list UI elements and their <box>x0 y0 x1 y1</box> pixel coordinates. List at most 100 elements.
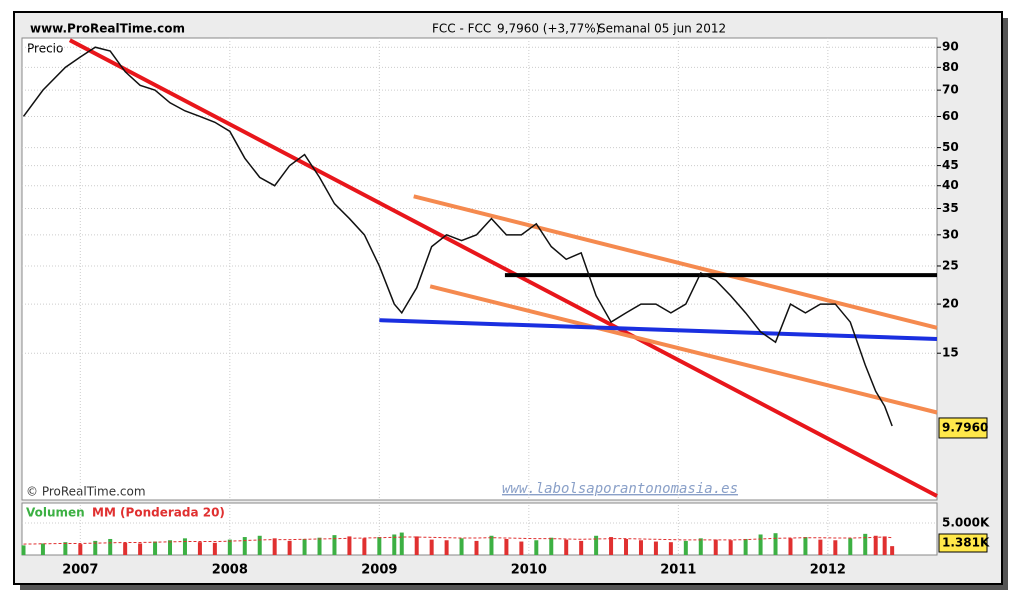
volume-bar <box>40 543 45 555</box>
volume-bar <box>332 535 337 555</box>
volume-bar <box>489 535 494 555</box>
volume-bar <box>153 541 158 555</box>
volume-bar <box>21 545 26 555</box>
site: www.ProRealTime.com <box>30 22 185 36</box>
y-tick-label: 50 <box>942 140 959 154</box>
volume-bar <box>534 540 539 555</box>
volume-bar <box>392 534 397 555</box>
volume-bar <box>882 536 887 555</box>
volume-bar <box>317 537 322 555</box>
volume-bar <box>519 541 524 555</box>
volume-bar <box>197 542 202 555</box>
volume-bar <box>594 535 599 555</box>
panel-label: Precio <box>27 42 63 56</box>
x-tick-label: 2012 <box>810 563 846 578</box>
volume-bar <box>698 538 703 555</box>
volume-bar <box>63 542 68 555</box>
volume-bar <box>474 540 479 555</box>
volume-bar <box>272 538 277 555</box>
volume-bar <box>108 538 113 555</box>
volume-bar <box>624 538 629 555</box>
trendline <box>379 318 938 342</box>
volume-bar <box>728 540 733 555</box>
x-tick-label: 2011 <box>660 563 696 578</box>
ma-label: MM (Ponderada 20) <box>92 506 225 520</box>
volume-bar <box>803 537 808 555</box>
volume-bar <box>564 539 569 555</box>
last-value-label: 9.7960 <box>942 420 988 434</box>
volume-panel <box>21 502 938 556</box>
volume-bar <box>302 538 307 555</box>
volume-bar <box>93 540 98 555</box>
volume-bar <box>848 538 853 555</box>
volume-bar <box>414 536 419 555</box>
y-tick-label: 45 <box>942 158 959 172</box>
volume-bar <box>168 540 173 555</box>
volume-bar <box>873 535 878 555</box>
volume-bar <box>377 537 382 555</box>
y-tick-label: 40 <box>942 178 959 192</box>
price-panel <box>21 37 938 501</box>
period: Semanal 05 jun 2012 <box>598 22 726 36</box>
trendline <box>429 284 938 415</box>
title: FCC - FCC <box>432 22 491 36</box>
volume-bar <box>444 540 449 555</box>
trendline <box>68 38 938 498</box>
volume-bar <box>863 533 868 555</box>
volume-bar <box>743 538 748 555</box>
volume-bar <box>138 543 143 555</box>
volume-bar <box>758 534 763 555</box>
volume-bar <box>242 537 247 555</box>
y-tick-label: 20 <box>942 297 959 311</box>
y-tick-label: 30 <box>942 227 959 241</box>
ma-line <box>23 536 893 545</box>
x-tick-label: 2010 <box>511 563 547 578</box>
volume-bar <box>257 535 262 555</box>
volume-bar <box>227 539 232 555</box>
volume-bar <box>773 533 778 555</box>
trendline <box>413 194 938 330</box>
last-value-box <box>938 417 988 439</box>
y-tick-label: 35 <box>942 201 959 215</box>
volume-bar <box>504 538 509 555</box>
volume-bar <box>287 540 292 555</box>
volume-bar <box>459 538 464 555</box>
volume-bar <box>429 539 434 555</box>
volume-bar <box>212 542 217 555</box>
volume-bar <box>549 537 554 555</box>
volume-bar <box>123 542 128 555</box>
volume-bar <box>788 538 793 555</box>
volume-bar <box>638 540 643 555</box>
y-tick-label: 5.000K <box>942 515 990 529</box>
volume-bar <box>347 536 352 555</box>
volume-bar <box>683 540 688 555</box>
last-volume-box <box>938 533 988 553</box>
volume-bar <box>362 538 367 555</box>
x-tick-label: 2008 <box>212 563 248 578</box>
watermark: www.labolsaporantonomasia.es <box>502 481 738 497</box>
volume-bar <box>833 540 838 555</box>
y-tick-label: 60 <box>942 109 959 123</box>
y-tick-label: 80 <box>942 60 959 74</box>
y-tick-label: 15 <box>942 346 959 360</box>
copyright: © ProRealTime.com <box>26 485 146 499</box>
x-tick-label: 2009 <box>361 563 397 578</box>
volume-bar <box>399 532 404 555</box>
volume-bar <box>579 540 584 555</box>
volume-bar <box>78 544 83 555</box>
volume-label: Volumen <box>26 506 85 520</box>
volume-bar <box>713 539 718 555</box>
y-tick-label: 70 <box>942 83 959 97</box>
price-line <box>22 46 893 427</box>
last-volume-label: 1.381K <box>942 536 990 550</box>
volume-bar <box>818 539 823 555</box>
y-tick-label: 90 <box>942 40 959 54</box>
x-tick-label: 2007 <box>62 563 98 578</box>
volume-bar <box>182 538 187 555</box>
quote: 9,7960 (+3,77%) <box>497 22 600 36</box>
volume-bar <box>890 546 895 555</box>
volume-bar <box>668 542 673 555</box>
y-tick-label: 25 <box>942 258 959 272</box>
volume-bar <box>609 537 614 555</box>
